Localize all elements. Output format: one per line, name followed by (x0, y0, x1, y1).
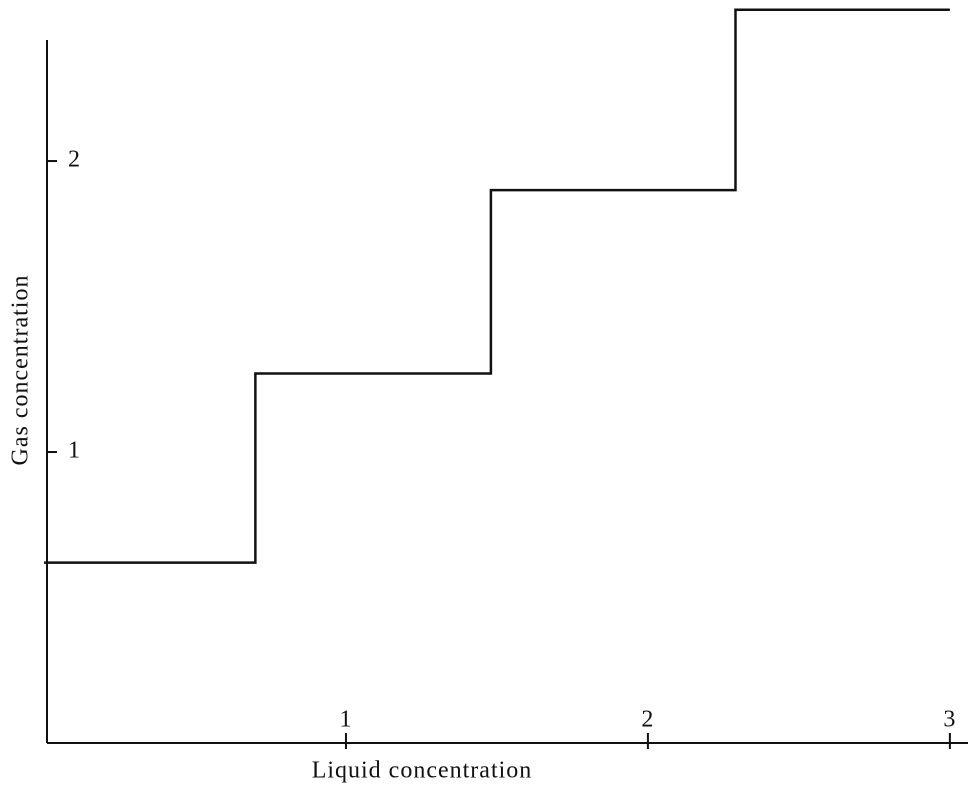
x-axis-label: Liquid concentration (312, 758, 533, 784)
y-tick-label: 2 (68, 147, 81, 173)
x-tick-label: 1 (339, 707, 352, 733)
x-tick-label: 2 (641, 707, 654, 733)
y-tick-label: 1 (68, 438, 81, 464)
x-tick-label: 3 (943, 707, 956, 733)
y-axis-label: Gas concentration (8, 275, 34, 466)
step-line (44, 8, 950, 564)
